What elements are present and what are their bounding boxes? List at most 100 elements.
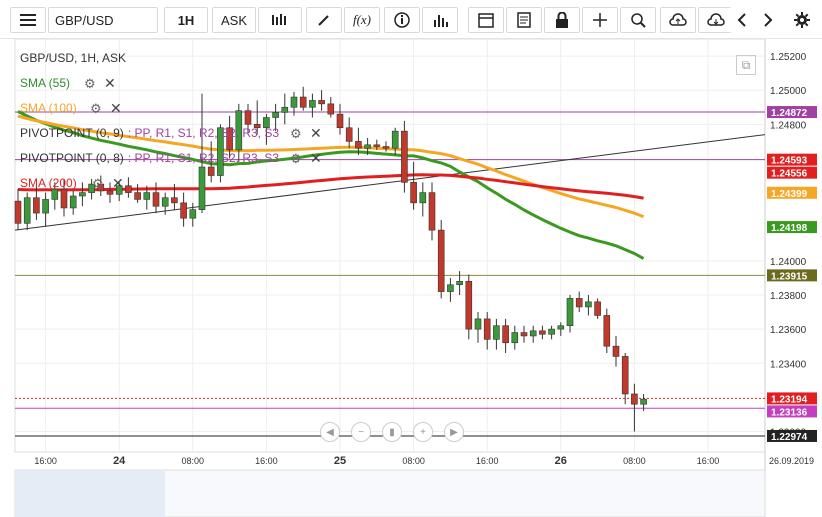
menu-button[interactable]	[10, 7, 46, 33]
symbol-selector[interactable]: GBP/USD	[48, 7, 158, 33]
candle-body	[299, 96, 307, 108]
price-tag	[767, 221, 817, 234]
y-tick-label: 1.23600	[770, 325, 807, 336]
candle-body	[189, 209, 197, 219]
settings-button[interactable]	[788, 7, 816, 33]
zoom-icon	[631, 13, 646, 28]
price-tag-label: 1.23136	[771, 407, 808, 418]
zoom-in-button[interactable]: +	[413, 422, 433, 442]
info-button[interactable]	[384, 7, 420, 33]
draw-tool-button[interactable]	[306, 7, 342, 33]
reset-button[interactable]: ▮	[382, 422, 402, 442]
price-tag	[767, 429, 817, 442]
candle-body	[60, 188, 68, 209]
y-tick-label: 1.25200	[770, 52, 807, 63]
price-tag-label: 1.24872	[771, 108, 808, 119]
calendar-icon	[478, 13, 494, 28]
candle-body	[23, 197, 31, 224]
sma200-gear-icon[interactable]: ⚙	[92, 176, 104, 191]
pivot9-gear-icon[interactable]: ⚙	[290, 126, 302, 141]
legend-pivot9[interactable]: PIVOTPOINT (0, 9): PP, R1, S1, R2, S2, R…	[20, 126, 279, 140]
gear-icon	[794, 12, 810, 28]
scroll-right-button[interactable]	[756, 7, 780, 33]
candle-body	[97, 183, 105, 192]
nav-back-button[interactable]: ◀	[320, 422, 340, 442]
candle-body	[263, 117, 270, 129]
price-tag	[767, 392, 817, 405]
price-tag	[767, 106, 817, 119]
pivot8-levels: : PP, R1, S1, R2, S2, R3, S3	[127, 151, 280, 165]
popout-icon[interactable]: ⧉	[736, 55, 756, 75]
candle-body	[621, 356, 629, 395]
news-button[interactable]	[506, 7, 542, 33]
cloud-upload-icon	[669, 13, 687, 26]
candle-body	[548, 328, 555, 335]
candle-body	[336, 113, 344, 129]
legend-sma55[interactable]: SMA (55)	[20, 76, 70, 90]
candle-body	[309, 100, 316, 108]
candle-body	[447, 284, 454, 292]
x-tick-label: 08:00	[182, 456, 205, 466]
sma55-gear-icon[interactable]: ⚙	[84, 76, 96, 91]
chart-type-button[interactable]	[258, 7, 302, 33]
x-tick-label: 08:00	[623, 456, 646, 466]
legend-sma100[interactable]: SMA (100)	[20, 101, 77, 115]
legend-pivot8[interactable]: PIVOTPOINT (0, 8): PP, R1, S1, R2, S2, R…	[20, 151, 279, 165]
download-button[interactable]	[698, 7, 734, 33]
calendar-button[interactable]	[468, 7, 504, 33]
candle-body	[373, 144, 381, 147]
candle-body	[575, 298, 583, 308]
price-type-selector[interactable]: ASK	[212, 7, 256, 33]
volume-button[interactable]	[422, 7, 458, 33]
candle-body	[161, 197, 169, 207]
sma100-close-icon[interactable]: ✕	[110, 100, 122, 116]
legend-sma200[interactable]: SMA (200)	[20, 176, 77, 190]
indicators-button[interactable]: f(x)	[344, 7, 380, 33]
y-tick-label: 1.25000	[770, 86, 807, 97]
chevron-right-icon: ▶	[450, 426, 458, 438]
chevron-left-icon: ◀	[326, 426, 334, 438]
candle-body	[79, 192, 86, 197]
candle-body	[585, 301, 592, 308]
scroll-left-button[interactable]	[730, 7, 754, 33]
candle-body	[125, 185, 132, 193]
pivot8-close-icon[interactable]: ✕	[310, 150, 322, 166]
candle-body	[612, 345, 620, 357]
sma100-gear-icon[interactable]: ⚙	[90, 101, 102, 116]
sma200-close-icon[interactable]: ✕	[112, 175, 124, 191]
candle-body	[217, 127, 224, 176]
candle-body	[603, 315, 611, 347]
price-tag	[767, 153, 817, 166]
lock-button[interactable]	[544, 7, 580, 33]
toolbar: GBP/USD 1H ASK f(x)	[0, 0, 822, 39]
sma55-line	[17, 110, 645, 260]
function-icon: f(x)	[352, 12, 372, 27]
candle-body	[382, 146, 390, 149]
candle-body	[281, 106, 289, 113]
candle-body	[171, 197, 178, 204]
crosshair-button[interactable]	[582, 7, 618, 33]
pivot8-gear-icon[interactable]: ⚙	[290, 151, 302, 166]
candle-body	[465, 281, 473, 330]
chart-area[interactable]: 1.25200 1.25000 1.24800 1.24000 1.23800 1.236…	[0, 39, 822, 517]
x-tick-label: 16:00	[476, 456, 499, 466]
candle-body	[410, 182, 417, 204]
timeframe-label: 1H	[177, 12, 195, 28]
upload-button[interactable]	[660, 7, 696, 33]
zoom-out-button[interactable]: −	[351, 422, 371, 442]
timeframe-selector[interactable]: 1H	[164, 7, 208, 33]
sma55-close-icon[interactable]: ✕	[104, 75, 116, 91]
candle-body	[539, 330, 546, 335]
pivot9-close-icon[interactable]: ✕	[310, 125, 322, 141]
price-tag	[767, 186, 817, 199]
price-type-label: ASK	[220, 12, 247, 28]
price-tag-label: 1.24593	[771, 156, 808, 167]
pivot9-label: PIVOTPOINT (0, 9)	[20, 126, 124, 140]
candle-body	[88, 183, 95, 193]
chevron-right-icon	[764, 13, 773, 27]
nav-forward-button[interactable]: ▶	[444, 422, 464, 442]
candle-body	[42, 199, 49, 214]
candle-body	[456, 281, 463, 286]
price-chart[interactable]: 1.25200 1.25000 1.24800 1.24000 1.23800 1.236…	[0, 39, 822, 517]
zoom-button[interactable]	[620, 7, 656, 33]
